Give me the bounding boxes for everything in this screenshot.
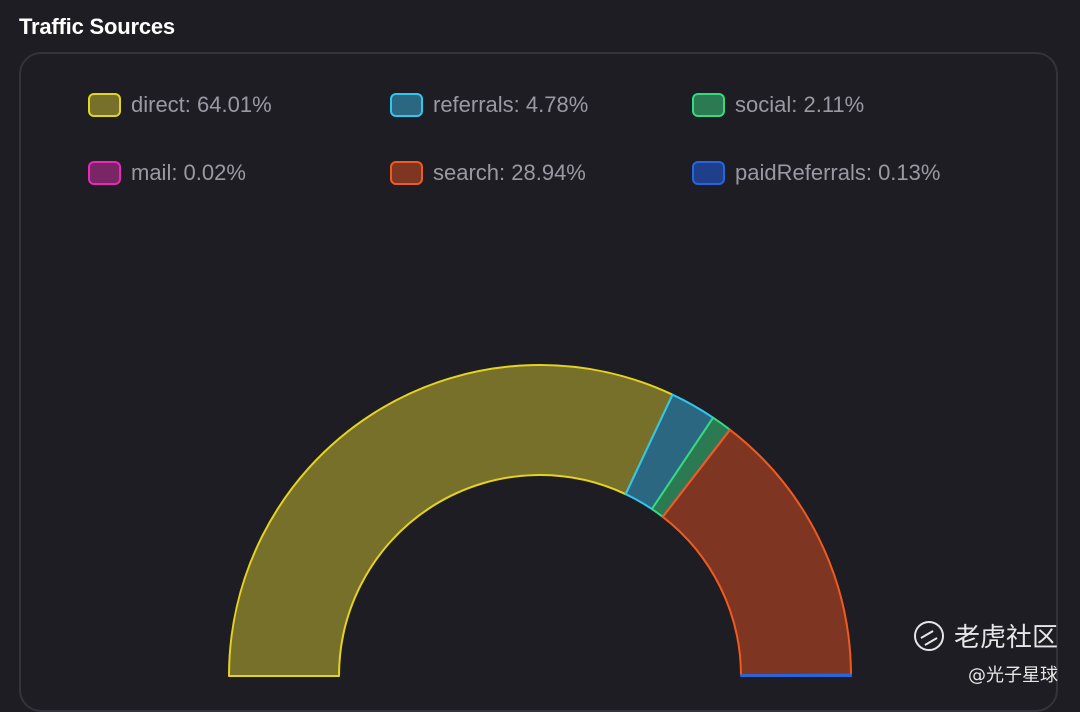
legend-item-social[interactable]: social: 2.11% (692, 90, 864, 120)
legend-label-paidReferrals: paidReferrals: 0.13% (735, 160, 941, 185)
watermark-brand: 老虎社区 (953, 623, 1058, 653)
slice-direct[interactable] (228, 364, 674, 677)
legend-label-mail: mail: 0.02% (131, 160, 246, 185)
legend-swatch-mail (88, 161, 121, 185)
legend-swatch-direct (88, 93, 121, 117)
legend-item-search[interactable]: search: 28.94% (390, 158, 586, 188)
legend-label-referrals: referrals: 4.78% (433, 92, 589, 117)
legend-swatch-social (692, 93, 725, 117)
legend-item-paidReferrals[interactable]: paidReferrals: 0.13% (692, 158, 940, 188)
watermark: 老虎社区 (913, 617, 1058, 654)
chart-legend: direct: 64.01% referrals: 4.78% social: … (88, 90, 1048, 200)
slice-paidReferrals[interactable] (740, 673, 853, 677)
chart-title: Traffic Sources (19, 14, 175, 39)
legend-label-direct: direct: 64.01% (131, 92, 272, 117)
legend-label-search: search: 28.94% (433, 160, 586, 185)
legend-swatch-referrals (390, 93, 423, 117)
legend-label-social: social: 2.11% (735, 92, 865, 117)
legend-item-direct[interactable]: direct: 64.01% (88, 90, 272, 120)
legend-item-mail[interactable]: mail: 0.02% (88, 158, 246, 188)
half-donut-chart (228, 364, 853, 677)
legend-swatch-search (390, 161, 423, 185)
legend-swatch-paidReferrals (692, 161, 725, 185)
legend-item-referrals[interactable]: referrals: 4.78% (390, 90, 588, 120)
watermark-handle: @光子星球 (968, 665, 1058, 686)
tiger-logo-icon (913, 620, 944, 651)
